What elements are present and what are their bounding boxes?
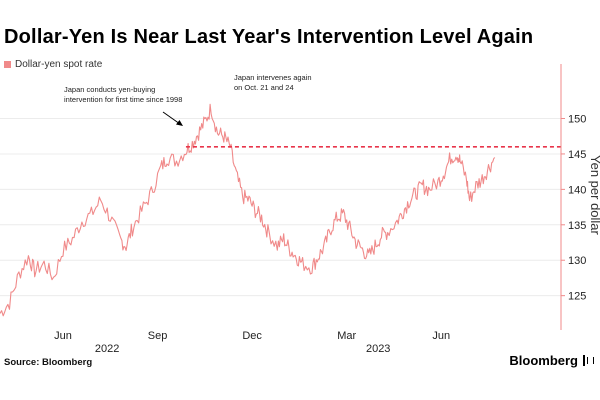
bloomberg-logo-icon	[583, 355, 594, 366]
legend: Dollar-yen spot rate	[4, 59, 102, 70]
annotation-line: on Oct. 21 and 24	[234, 83, 294, 92]
y-tick-label: 140	[568, 184, 586, 196]
source-note: Source: Bloomberg	[4, 357, 93, 368]
series-line-0	[0, 103, 496, 317]
annotation-line: intervention for first time since 1998	[64, 95, 182, 104]
y-tick-label: 145	[568, 149, 586, 161]
brand-name: Bloomberg	[509, 353, 578, 368]
legend-swatch	[4, 61, 11, 68]
annotations: Japan conducts yen-buying intervention fo…	[64, 73, 312, 126]
annotation-line: Japan conducts yen-buying	[64, 85, 155, 94]
gridlines	[0, 118, 561, 297]
series-group	[0, 103, 496, 317]
x-tick-label: Mar	[337, 330, 356, 342]
annotation-first-intervention: Japan conducts yen-buying intervention fo…	[64, 85, 182, 104]
x-tick-label: Sep	[148, 330, 168, 342]
y-tick-label: 150	[568, 114, 586, 126]
legend-label: Dollar-yen spot rate	[15, 59, 103, 70]
chart-title: Dollar-Yen Is Near Last Year's Intervent…	[4, 26, 534, 48]
annotation-arrowhead	[176, 120, 183, 126]
y-tick-label: 125	[568, 291, 586, 303]
x-tick-label: Dec	[242, 330, 262, 342]
y-axis: 125 130 135 140 145 150	[560, 64, 586, 330]
y-axis-label: Yen per dollar	[588, 155, 600, 235]
annotation-line: Japan intervenes again	[234, 73, 312, 82]
annotation-arrow-line	[162, 111, 181, 125]
y-tick-label: 130	[568, 255, 586, 267]
x-axis: Jun Sep Dec Mar Jun 2022 2023	[54, 330, 450, 355]
y-tick-label: 135	[568, 220, 586, 232]
annotation-second-intervention: Japan intervenes again on Oct. 21 and 24	[234, 73, 312, 92]
x-tick-label: Jun	[432, 330, 450, 342]
brand-logo: Bloomberg	[509, 353, 594, 368]
x-tick-label: Jun	[54, 330, 72, 342]
x-year-label: 2022	[95, 343, 119, 355]
x-year-label: 2023	[366, 343, 390, 355]
